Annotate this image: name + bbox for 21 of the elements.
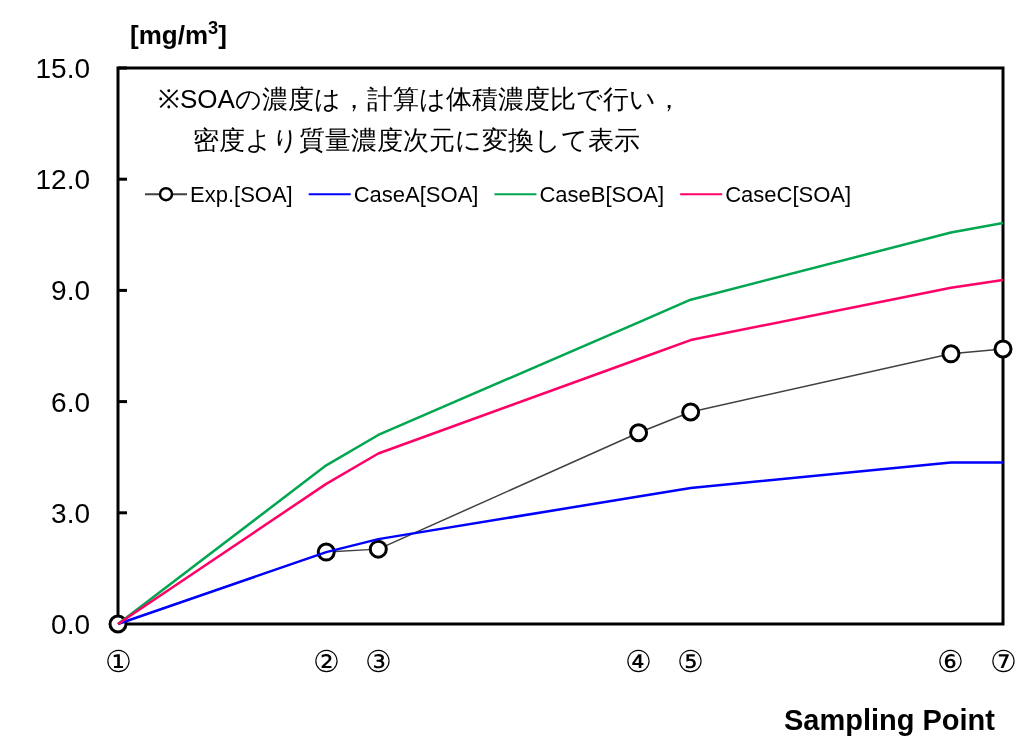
y-axis-title: [mg/m$^{3}$] — [130, 18, 227, 50]
legend-label: CaseC[SOA] — [725, 182, 852, 208]
x-tick-label: ⑦ — [989, 645, 1017, 678]
x-tick-label: ② — [312, 645, 340, 678]
x-tick-label: ③ — [364, 645, 392, 678]
legend-label: CaseA[SOA] — [353, 182, 479, 208]
x-tick-label: ④ — [625, 645, 653, 678]
y-tick-label: 0.0 — [51, 609, 90, 640]
annotation: 密度より質量濃度次元に変換して表示 — [193, 125, 640, 155]
x-tick-label: ① — [104, 645, 132, 678]
legend-label: CaseB[SOA] — [539, 182, 665, 208]
x-tick-label: ⑤ — [677, 645, 705, 678]
legend-label: Exp.[SOA] — [190, 182, 293, 208]
y-tick-label: 6.0 — [51, 386, 90, 418]
y-tick-label: 15.0 — [35, 53, 90, 84]
y-tick-label: 3.0 — [51, 497, 90, 529]
y-tick-label: 9.0 — [51, 275, 90, 307]
annotation: ※SOAの濃度は，計算は体積濃度比で行い， — [158, 84, 682, 114]
x-axis-title: Sampling Point — [783, 704, 996, 736]
y-tick-label: 12.0 — [35, 164, 90, 196]
x-tick-label: ⑥ — [937, 645, 965, 678]
